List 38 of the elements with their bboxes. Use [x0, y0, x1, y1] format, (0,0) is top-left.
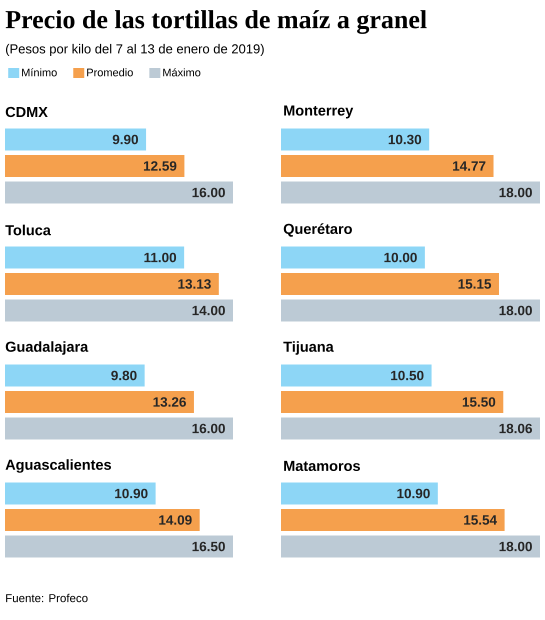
x-axis-title: Tijuana [283, 341, 334, 355]
data-label: 12.59 [144, 161, 176, 171]
chart-title: Precio de las tortillas de maíz a granel [6, 10, 427, 34]
x-axis-title: Aguascalientes [6, 459, 111, 473]
x-axis-title: Monterrey [284, 106, 354, 118]
data-label: 13.26 [153, 397, 186, 407]
data-label: 15.50 [462, 397, 496, 407]
data-label: 18.06 [500, 424, 532, 434]
data-label: 13.13 [178, 279, 211, 289]
x-axis-title: Querétaro [284, 223, 352, 237]
chart-subtitle: (Pesos por kilo del 7 al 13 de enero de 2019) [6, 44, 264, 56]
x-axis-title: CDMX [6, 106, 48, 118]
data-label: 9.90 [112, 134, 138, 144]
data-label: 14.00 [192, 306, 225, 316]
data-label: 16.50 [192, 542, 225, 552]
data-label: 10.90 [397, 488, 430, 498]
data-label: 14.09 [159, 515, 192, 525]
x-axis-title: Matamoros [284, 460, 360, 472]
data-label: 9.80 [111, 370, 137, 380]
data-label: 11.00 [144, 252, 176, 262]
x-axis-title: Guadalajara [6, 341, 88, 355]
data-label: 15.54 [464, 515, 497, 525]
data-label: 18.00 [500, 188, 532, 198]
data-label: 16.00 [192, 188, 225, 198]
legend-label: Máximo [163, 68, 200, 76]
legend-label: Mínimo [22, 68, 57, 76]
legend-label: Promedio [87, 68, 133, 76]
data-label: 10.50 [391, 370, 424, 380]
data-label: 10.30 [388, 134, 422, 144]
source-note: Fuente: Profeco [6, 594, 88, 602]
data-label: 18.00 [500, 306, 532, 316]
x-axis-title: Toluca [5, 224, 51, 236]
data-label: 18.00 [500, 542, 532, 552]
data-label: 15.15 [458, 279, 492, 289]
data-label: 10.00 [384, 252, 417, 262]
data-label: 16.00 [192, 424, 225, 434]
data-label: 14.77 [453, 161, 486, 171]
data-label: 10.90 [115, 488, 148, 498]
